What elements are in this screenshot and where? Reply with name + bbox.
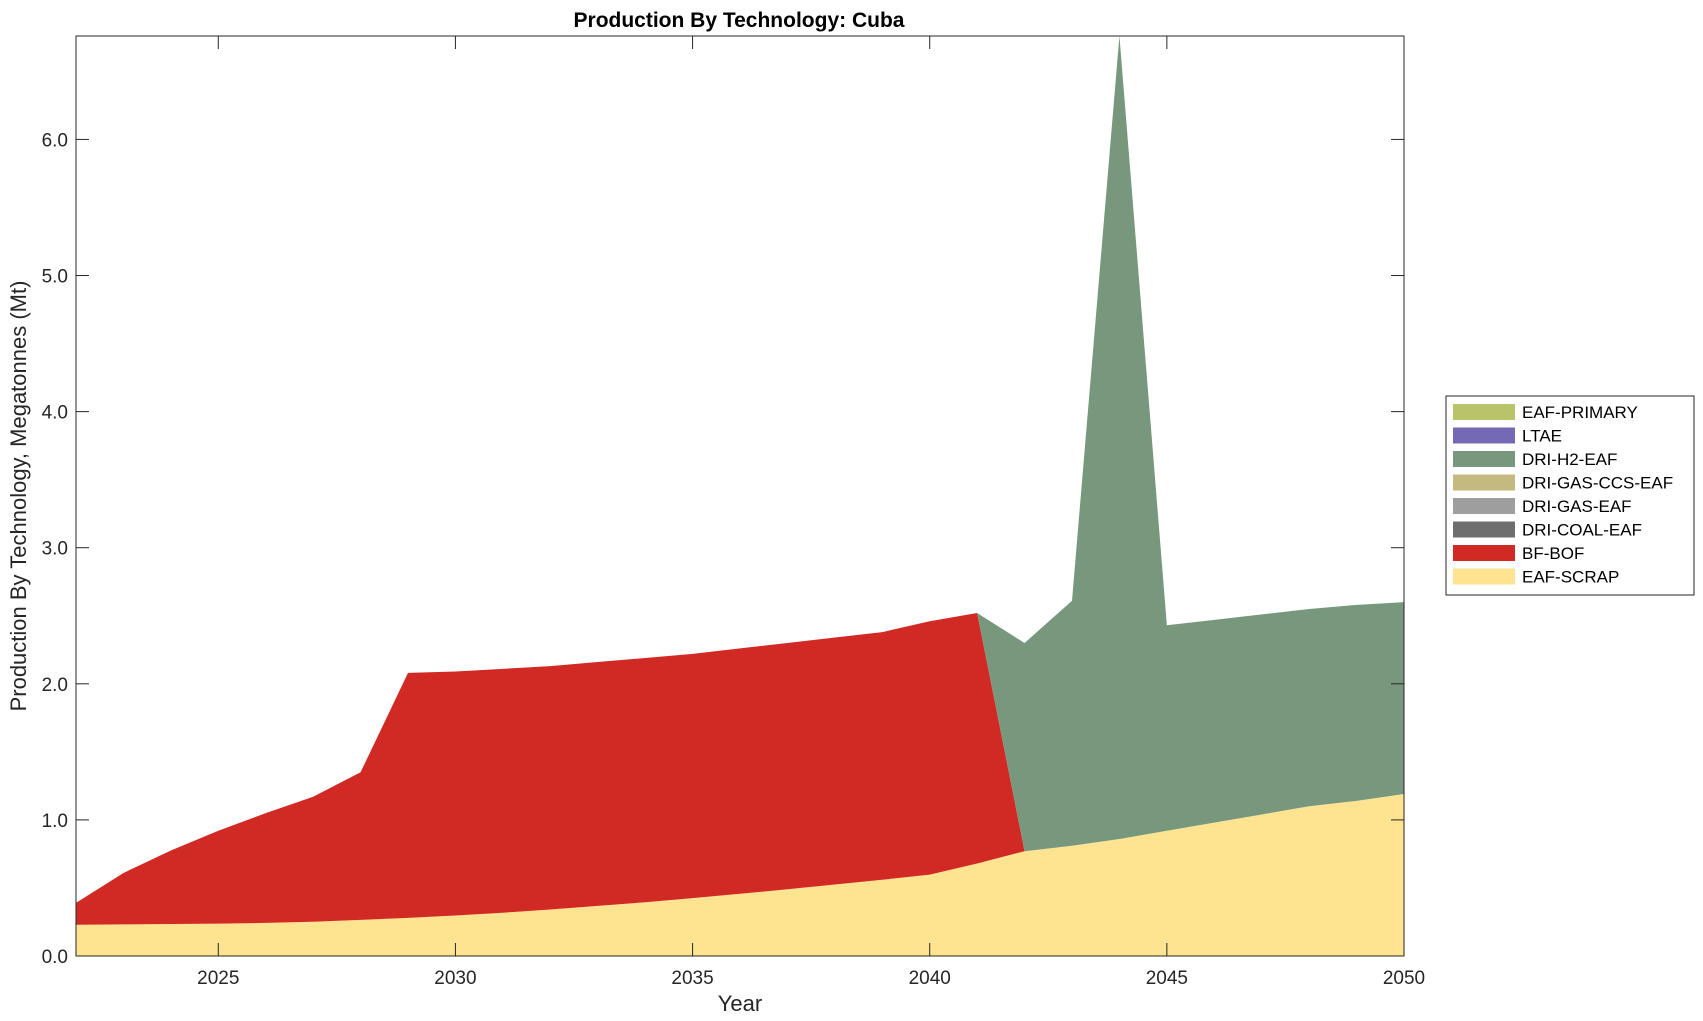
legend-swatch-ltae (1453, 427, 1515, 444)
legend-swatch-dri-coal-eaf (1453, 521, 1515, 538)
y-tick-label: 1.0 (42, 811, 68, 832)
y-tick-label: 5.0 (42, 267, 68, 288)
y-tick-label: 2.0 (42, 675, 68, 696)
y-tick-label: 0.0 (42, 947, 68, 968)
legend-label-eaf-scrap: EAF-SCRAP (1522, 568, 1619, 587)
legend-label-dri-coal-eaf: DRI-COAL-EAF (1522, 521, 1642, 540)
x-tick-label: 2025 (197, 968, 239, 989)
x-tick-label: 2045 (1146, 968, 1188, 989)
legend-label-dri-gas-ccs-eaf: DRI-GAS-CCS-EAF (1522, 474, 1673, 493)
area-layers (76, 36, 1404, 956)
x-tick-label: 2030 (434, 968, 476, 989)
axis-ticks: 2025 2030 2035 2040 2045 2050 0.0 1.0 2.0 3.0 4.0 5… (42, 36, 1425, 989)
chart-title: Production By Technology: Cuba (574, 9, 905, 32)
legend-swatch-eaf-primary (1453, 404, 1515, 420)
y-tick-label: 4.0 (42, 403, 68, 424)
legend-swatch-dri-gas-eaf (1453, 498, 1515, 514)
area-bf-bof (76, 613, 1404, 925)
y-tick-label: 3.0 (42, 539, 68, 560)
legend-swatch-eaf-scrap (1453, 568, 1515, 585)
plot-frame (75, 35, 1405, 957)
legend-label-dri-gas-eaf: DRI-GAS-EAF (1522, 497, 1632, 516)
x-tick-label: 2035 (671, 968, 713, 989)
legend-label-dri-h2-eaf: DRI-H2-EAF (1522, 450, 1617, 469)
y-tick-label: 6.0 (42, 130, 68, 151)
legend-label-ltae: LTAE (1522, 427, 1562, 446)
area-dri-h2-eaf (76, 36, 1404, 903)
area-eaf-scrap (76, 794, 1404, 956)
legend-swatch-bf-bof (1453, 545, 1515, 561)
legend-box (1445, 395, 1695, 596)
legend-items: EAF-PRIMARY LTAE DRI-H2-EAF DRI-GAS-CCS-EAF… (1453, 403, 1673, 587)
legend-label-bf-bof: BF-BOF (1522, 544, 1584, 563)
legend-swatch-dri-gas-ccs-eaf (1453, 474, 1515, 491)
x-axis-label: Year (718, 991, 762, 1016)
y-axis-label: Production By Technology, Megatonnes (Mt… (6, 281, 31, 712)
x-tick-label: 2040 (909, 968, 951, 989)
legend: EAF-PRIMARY LTAE DRI-H2-EAF DRI-GAS-CCS-EAF… (1445, 395, 1695, 596)
x-tick-label: 2050 (1383, 968, 1425, 989)
legend-swatch-dri-h2-eaf (1453, 451, 1515, 467)
legend-label-eaf-primary: EAF-PRIMARY (1522, 403, 1638, 422)
